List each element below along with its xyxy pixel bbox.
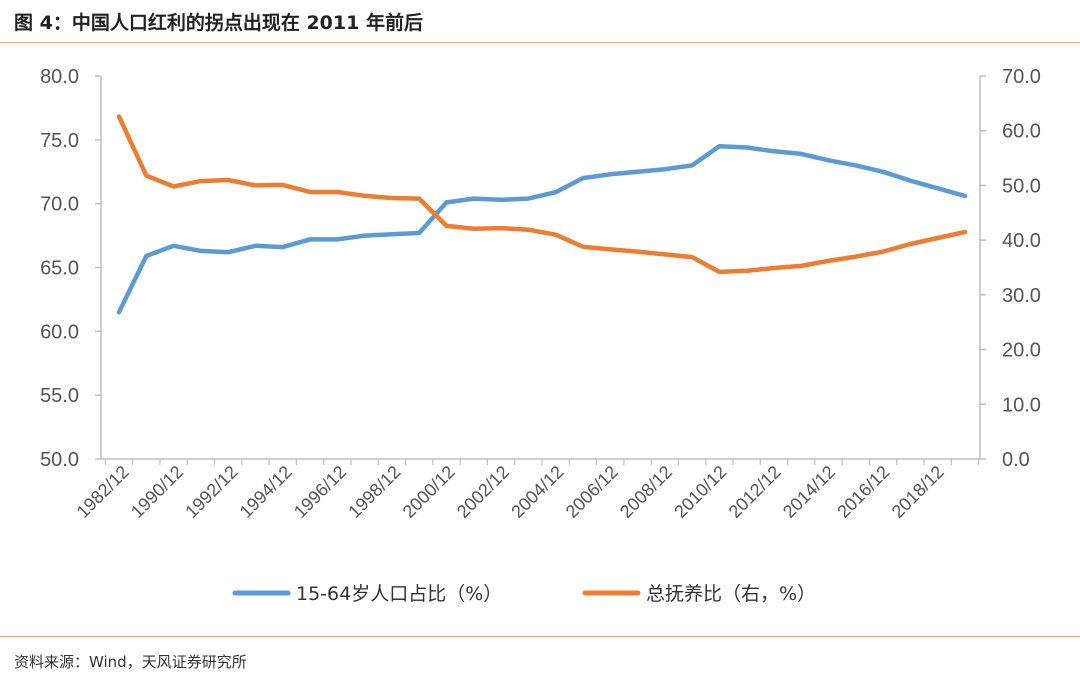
x-tick-label: 1982/12 bbox=[73, 462, 133, 522]
legend-label: 15-64岁人口占比（%） bbox=[296, 583, 502, 605]
x-tick-label: 2012/12 bbox=[725, 462, 785, 522]
left-tick-label: 50.0 bbox=[40, 449, 79, 471]
x-tick-label: 2008/12 bbox=[616, 462, 676, 522]
right-tick-label: 0.0 bbox=[1002, 449, 1030, 471]
right-tick-label: 20.0 bbox=[1002, 340, 1041, 362]
axes: 50.0 55.0 60.0 65.0 70.0 75.0 80.0 0.0 10.0 20.0 3… bbox=[40, 66, 1041, 522]
title-divider bbox=[0, 42, 1080, 43]
chart-title: 图 4：中国人口红利的拐点出现在 2011 年前后 bbox=[14, 12, 423, 34]
line-chart: 50.0 55.0 60.0 65.0 70.0 75.0 80.0 0.0 10.0 20.0 3… bbox=[40, 66, 1041, 605]
left-tick-label: 70.0 bbox=[40, 194, 79, 216]
legend-label: 总抚养比（右，%） bbox=[646, 583, 816, 605]
x-tick-label: 2014/12 bbox=[779, 462, 839, 522]
left-tick-label: 55.0 bbox=[40, 385, 79, 407]
x-tick-label: 2016/12 bbox=[833, 462, 893, 522]
right-tick-label: 70.0 bbox=[1002, 66, 1041, 88]
x-tick-label: 1994/12 bbox=[236, 462, 296, 522]
left-tick-label: 80.0 bbox=[40, 66, 79, 88]
x-tick-label: 2000/12 bbox=[399, 462, 459, 522]
source-note: 资料来源：Wind，天风证券研究所 bbox=[14, 653, 247, 671]
right-tick-label: 30.0 bbox=[1002, 285, 1041, 307]
x-tick-label: 2010/12 bbox=[670, 462, 730, 522]
left-tick-label: 75.0 bbox=[40, 130, 79, 152]
x-tick-label: 1990/12 bbox=[127, 462, 187, 522]
x-tick-label: 1992/12 bbox=[181, 462, 241, 522]
footer-divider bbox=[0, 636, 1080, 637]
right-tick-label: 40.0 bbox=[1002, 230, 1041, 252]
x-tick-label: 2002/12 bbox=[453, 462, 513, 522]
x-tick-label: 1996/12 bbox=[290, 462, 350, 522]
x-tick-label: 1998/12 bbox=[344, 462, 404, 522]
series-line-dependency-ratio bbox=[116, 114, 968, 275]
right-tick-label: 50.0 bbox=[1002, 175, 1041, 197]
right-tick-label: 60.0 bbox=[1002, 121, 1041, 143]
x-tick-label: 2006/12 bbox=[562, 462, 622, 522]
left-tick-label: 65.0 bbox=[40, 258, 79, 280]
legend: 15-64岁人口占比（%） 总抚养比（右，%） bbox=[232, 583, 816, 605]
left-tick-label: 60.0 bbox=[40, 321, 79, 343]
series-lines bbox=[116, 114, 968, 315]
series-line-working-age-share bbox=[116, 143, 968, 315]
x-tick-label: 2018/12 bbox=[888, 462, 948, 522]
right-tick-label: 10.0 bbox=[1002, 394, 1041, 416]
x-tick-label: 2004/12 bbox=[507, 462, 567, 522]
